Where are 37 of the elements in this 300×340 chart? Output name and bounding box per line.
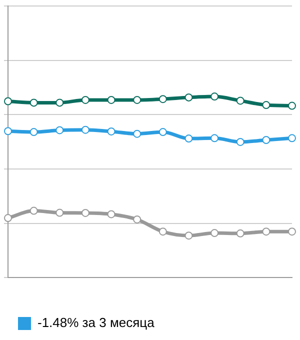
point — [30, 128, 38, 136]
point — [158, 128, 167, 136]
point — [210, 92, 219, 101]
legend-label: -1.48% за 3 месяца — [38, 315, 156, 330]
point — [4, 127, 12, 136]
point — [133, 215, 142, 224]
point — [288, 134, 296, 142]
point — [236, 138, 244, 146]
point — [56, 126, 64, 134]
point — [184, 232, 193, 240]
point — [81, 208, 90, 217]
point — [4, 214, 12, 222]
point — [210, 134, 219, 142]
point — [30, 98, 38, 107]
point — [210, 229, 219, 238]
point — [56, 98, 64, 107]
point — [107, 210, 116, 218]
point — [262, 136, 270, 144]
point — [4, 97, 12, 106]
point — [107, 127, 116, 136]
point — [158, 228, 167, 236]
point — [133, 96, 142, 104]
point — [30, 206, 38, 215]
point — [81, 96, 90, 104]
point — [288, 228, 296, 236]
point — [262, 228, 270, 236]
point — [81, 126, 90, 134]
point — [288, 102, 296, 110]
point — [236, 229, 244, 238]
point — [184, 134, 193, 143]
point — [133, 130, 142, 138]
point — [236, 96, 244, 105]
point — [184, 93, 193, 102]
point — [262, 101, 270, 110]
point — [158, 95, 167, 104]
point — [56, 208, 64, 217]
point — [107, 96, 116, 104]
